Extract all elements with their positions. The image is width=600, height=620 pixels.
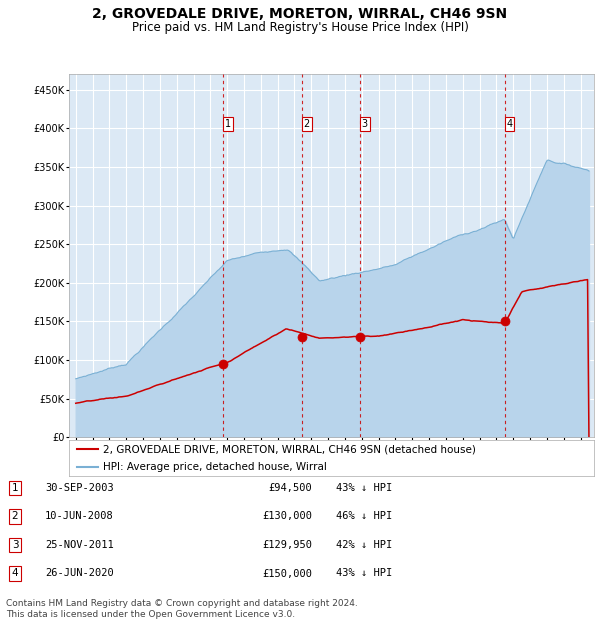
Text: 2, GROVEDALE DRIVE, MORETON, WIRRAL, CH46 9SN (detached house): 2, GROVEDALE DRIVE, MORETON, WIRRAL, CH4… [103,444,476,454]
Text: £129,950: £129,950 [262,540,312,550]
Text: 42% ↓ HPI: 42% ↓ HPI [336,540,392,550]
Text: 4: 4 [506,119,512,129]
Text: Price paid vs. HM Land Registry's House Price Index (HPI): Price paid vs. HM Land Registry's House … [131,21,469,34]
Text: 2, GROVEDALE DRIVE, MORETON, WIRRAL, CH46 9SN: 2, GROVEDALE DRIVE, MORETON, WIRRAL, CH4… [92,7,508,22]
Text: 3: 3 [11,540,19,550]
Text: 25-NOV-2011: 25-NOV-2011 [45,540,114,550]
Text: 4: 4 [11,569,19,578]
Text: £130,000: £130,000 [262,512,312,521]
Text: 1: 1 [224,119,231,129]
Text: HPI: Average price, detached house, Wirral: HPI: Average price, detached house, Wirr… [103,462,327,472]
Text: 10-JUN-2008: 10-JUN-2008 [45,512,114,521]
Text: Contains HM Land Registry data © Crown copyright and database right 2024.
This d: Contains HM Land Registry data © Crown c… [6,600,358,619]
Text: 43% ↓ HPI: 43% ↓ HPI [336,483,392,493]
Text: 3: 3 [362,119,368,129]
Text: 46% ↓ HPI: 46% ↓ HPI [336,512,392,521]
Text: 26-JUN-2020: 26-JUN-2020 [45,569,114,578]
Text: 2: 2 [304,119,310,129]
Text: £94,500: £94,500 [268,483,312,493]
Text: 30-SEP-2003: 30-SEP-2003 [45,483,114,493]
Text: 43% ↓ HPI: 43% ↓ HPI [336,569,392,578]
Text: £150,000: £150,000 [262,569,312,578]
Text: 2: 2 [11,512,19,521]
Text: 1: 1 [11,483,19,493]
